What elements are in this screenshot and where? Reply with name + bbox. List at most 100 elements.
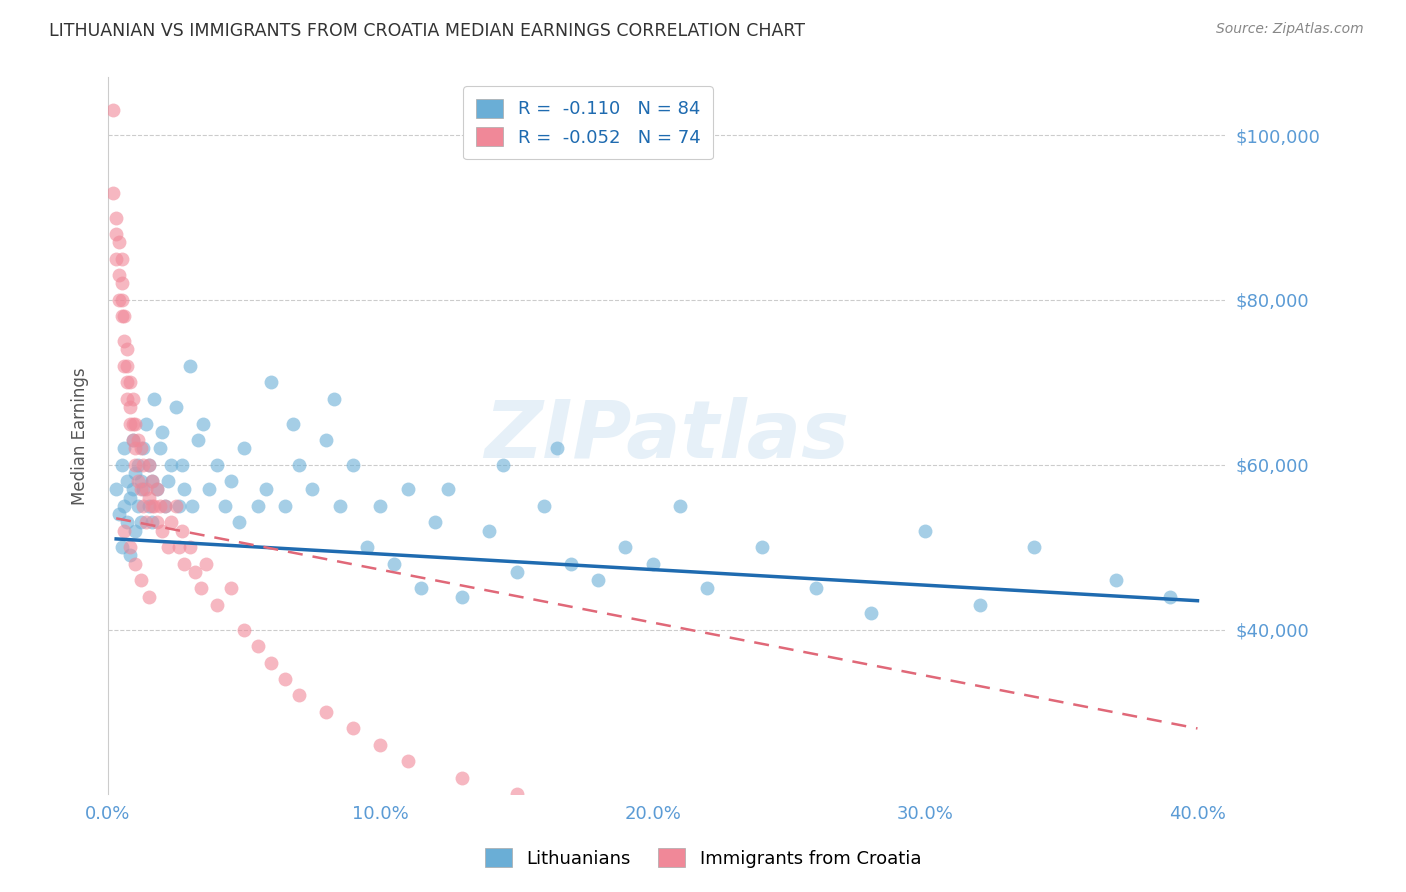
Point	[181, 499, 204, 513]
Point	[135, 417, 157, 431]
Point	[124, 466, 146, 480]
Point	[138, 491, 160, 505]
Point	[859, 606, 882, 620]
Point	[187, 433, 209, 447]
Point	[105, 483, 128, 497]
Point	[156, 474, 179, 488]
Point	[127, 458, 149, 472]
Point	[110, 252, 132, 266]
Point	[124, 557, 146, 571]
Point	[1022, 540, 1045, 554]
Point	[112, 310, 135, 324]
Point	[233, 623, 256, 637]
Point	[146, 483, 169, 497]
Point	[118, 417, 141, 431]
Point	[146, 483, 169, 497]
Point	[287, 689, 309, 703]
Point	[228, 516, 250, 530]
Text: LITHUANIAN VS IMMIGRANTS FROM CROATIA MEDIAN EARNINGS CORRELATION CHART: LITHUANIAN VS IMMIGRANTS FROM CROATIA ME…	[49, 22, 806, 40]
Point	[260, 656, 283, 670]
Point	[149, 499, 172, 513]
Point	[115, 474, 138, 488]
Point	[143, 392, 166, 406]
Point	[108, 268, 131, 283]
Point	[167, 540, 190, 554]
Point	[103, 186, 125, 200]
Point	[112, 442, 135, 456]
Point	[149, 442, 172, 456]
Point	[588, 573, 610, 587]
Point	[1105, 573, 1128, 587]
Point	[153, 499, 176, 513]
Point	[132, 442, 155, 456]
Point	[159, 516, 181, 530]
Point	[205, 458, 228, 472]
Point	[274, 499, 297, 513]
Point	[323, 392, 346, 406]
Point	[396, 483, 419, 497]
Point	[167, 499, 190, 513]
Point	[110, 277, 132, 291]
Point	[451, 771, 474, 785]
Point	[118, 540, 141, 554]
Point	[110, 293, 132, 307]
Point	[184, 565, 207, 579]
Point	[214, 499, 236, 513]
Text: Source: ZipAtlas.com: Source: ZipAtlas.com	[1216, 22, 1364, 37]
Point	[118, 549, 141, 563]
Point	[112, 334, 135, 348]
Point	[205, 598, 228, 612]
Point	[396, 755, 419, 769]
Point	[127, 499, 149, 513]
Point	[124, 442, 146, 456]
Point	[127, 433, 149, 447]
Point	[127, 474, 149, 488]
Point	[533, 499, 555, 513]
Point	[287, 458, 309, 472]
Point	[129, 442, 152, 456]
Point	[969, 598, 991, 612]
Point	[121, 433, 143, 447]
Point	[173, 483, 195, 497]
Point	[165, 499, 187, 513]
Point	[370, 738, 392, 752]
Point	[219, 582, 242, 596]
Y-axis label: Median Earnings: Median Earnings	[72, 368, 89, 505]
Point	[195, 557, 218, 571]
Point	[641, 557, 664, 571]
Point	[121, 483, 143, 497]
Point	[315, 433, 337, 447]
Point	[356, 540, 378, 554]
Point	[141, 516, 163, 530]
Point	[112, 359, 135, 373]
Point	[233, 442, 256, 456]
Point	[193, 417, 215, 431]
Point	[914, 524, 936, 538]
Point	[110, 458, 132, 472]
Legend: Lithuanians, Immigrants from Croatia: Lithuanians, Immigrants from Croatia	[474, 838, 932, 879]
Point	[138, 590, 160, 604]
Point	[118, 491, 141, 505]
Point	[115, 359, 138, 373]
Point	[103, 103, 125, 118]
Point	[342, 458, 364, 472]
Point	[179, 540, 201, 554]
Point	[118, 400, 141, 414]
Point	[197, 483, 219, 497]
Legend: R =  -0.110   N = 84, R =  -0.052   N = 74: R = -0.110 N = 84, R = -0.052 N = 74	[464, 87, 713, 160]
Point	[437, 483, 460, 497]
Point	[751, 540, 773, 554]
Point	[170, 458, 193, 472]
Point	[159, 458, 181, 472]
Point	[153, 499, 176, 513]
Point	[132, 499, 155, 513]
Point	[108, 235, 131, 250]
Point	[411, 582, 433, 596]
Point	[132, 458, 155, 472]
Text: ZIPatlas: ZIPatlas	[484, 397, 849, 475]
Point	[124, 417, 146, 431]
Point	[112, 524, 135, 538]
Point	[121, 433, 143, 447]
Point	[138, 458, 160, 472]
Point	[669, 499, 692, 513]
